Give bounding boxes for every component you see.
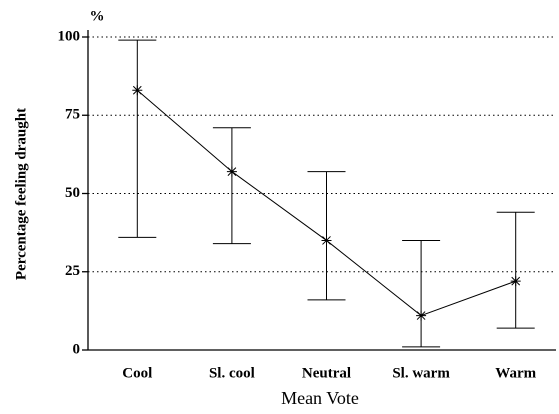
x-tick-label: Neutral: [302, 365, 351, 381]
x-tick-label: Cool: [122, 365, 152, 381]
x-tick-label: Sl. cool: [209, 365, 255, 381]
y-unit: %: [90, 8, 105, 24]
point-marker: [132, 85, 143, 96]
y-axis-label: Percentage feeling draught: [13, 108, 29, 280]
y-tick-label: 50: [65, 185, 80, 201]
y-tick-label: 75: [65, 107, 80, 123]
x-tick-label: Warm: [495, 365, 536, 381]
y-tick-label: 25: [65, 263, 80, 279]
y-tick-label: 100: [58, 28, 81, 44]
error-bar: [496, 211, 535, 329]
point-marker: [226, 166, 237, 177]
point-marker: [416, 310, 427, 321]
error-bar: [402, 239, 441, 348]
error-bar: [212, 127, 251, 245]
point-marker: [510, 276, 521, 287]
point-marker: [321, 235, 332, 246]
error-bar: [118, 39, 157, 238]
x-axis-label: Mean Vote: [281, 388, 359, 408]
y-tick-label: 0: [73, 341, 81, 357]
x-tick-label: Sl. warm: [392, 365, 450, 381]
